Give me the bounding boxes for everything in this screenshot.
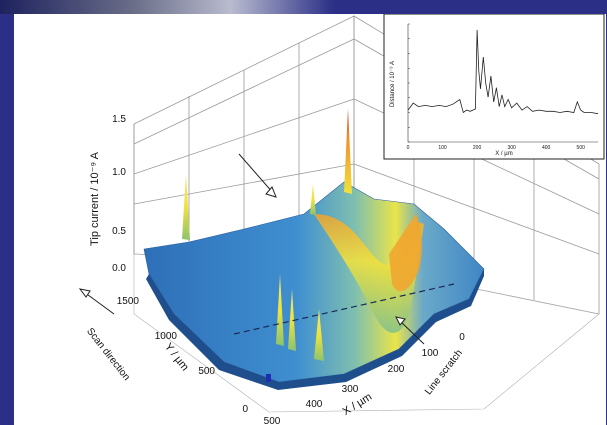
inset-x-axis-label: X / µm [495,151,512,157]
inset-y-axis-label: Distance / 10⁻⁹ A [389,61,396,107]
x-tick-label: 200 [388,364,405,375]
surface-plot: 0.0 0.5 1.0 1.5 Tip current / 10⁻⁹ A 150… [78,14,605,425]
top-banner-strip [0,0,607,14]
scan-direction-label: Scan direction [84,326,132,383]
z-axis: 0.0 0.5 1.0 1.5 Tip current / 10⁻⁹ A [89,114,126,274]
z-tick-label: 1.0 [112,167,126,178]
x-tick-label: 500 [264,416,281,425]
inset-x-tick-label: 0 [407,145,410,151]
inset-chart: 0 100 200 300 400 500 Distance / 10⁻⁹ A X / µ… [383,14,605,160]
inset-x-tick-label: 300 [507,145,516,151]
x-tick-label: 400 [306,399,323,410]
z-tick-label: 0.5 [112,226,126,237]
y-tick-label: 500 [198,366,215,377]
inset-x-tick-label: 100 [438,145,447,151]
x-tick-label: 100 [422,348,439,359]
y-axis-label: Y / µm [162,341,191,373]
inset-series-line [407,29,599,115]
x-tick-label: 0 [459,332,465,343]
z-tick-label: 0.0 [112,263,126,274]
surface-body [143,109,485,390]
z-tick-label: 1.5 [112,114,126,125]
inset-x-tick-label: 500 [577,145,586,151]
x-tick-label: 300 [342,384,359,395]
y-tick-label: 0 [242,404,248,415]
y-tick-label: 1000 [155,331,178,342]
inset-x-tick-label: 200 [473,145,482,151]
z-axis-label: Tip current / 10⁻⁹ A [89,151,101,246]
inset-plot-area: 0 100 200 300 400 500 [407,23,599,151]
annotation-arrows [78,153,425,345]
inset-x-tick-label: 400 [542,145,551,151]
figure-panel: 0.0 0.5 1.0 1.5 Tip current / 10⁻⁹ A 150… [14,14,606,425]
y-tick-label: 1500 [117,296,140,307]
